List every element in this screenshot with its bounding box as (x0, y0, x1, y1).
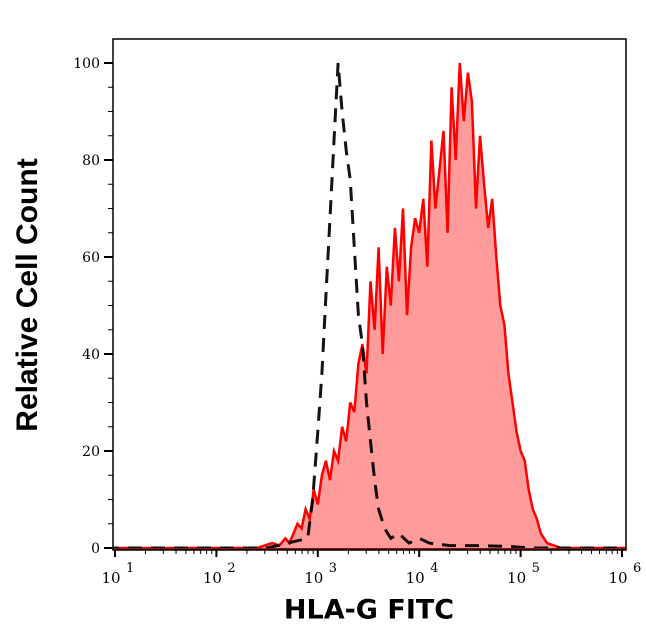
x-tick-exponent: 1 (126, 561, 134, 576)
plot-area (113, 62, 626, 550)
x-axis-label: HLA-G FITC (283, 594, 455, 626)
y-tick-label: 20 (82, 444, 100, 460)
x-tick-label: 10 (203, 569, 222, 587)
x-tick-label: 10 (406, 569, 425, 587)
y-axis: 0 20 40 60 80 100 (73, 56, 113, 557)
y-tick-label: 60 (82, 250, 100, 266)
x-tick-label: 10 (304, 569, 323, 587)
x-tick-label: 10 (507, 569, 526, 587)
x-tick-exponent: 3 (329, 561, 337, 576)
plot-frame (112, 38, 627, 551)
series-line-0 (113, 62, 626, 550)
y-tick-label: 100 (73, 56, 100, 72)
x-tick-exponent: 4 (430, 561, 438, 576)
y-tick-label: 0 (91, 541, 100, 557)
y-tick-label: 40 (82, 347, 100, 363)
x-tick-label: 10 (608, 569, 627, 587)
x-axis: 10 1 10 2 10 3 10 4 10 5 10 6 (101, 550, 641, 587)
x-tick-exponent: 2 (227, 561, 235, 576)
y-axis-label: Relative Cell Count (11, 158, 44, 432)
y-tick-label: 80 (82, 153, 100, 169)
x-tick-label: 10 (101, 569, 120, 587)
series-fill-0 (113, 63, 626, 550)
x-tick-exponent: 5 (532, 561, 540, 576)
series-line-1 (113, 62, 626, 550)
x-tick-exponent: 6 (633, 561, 641, 576)
